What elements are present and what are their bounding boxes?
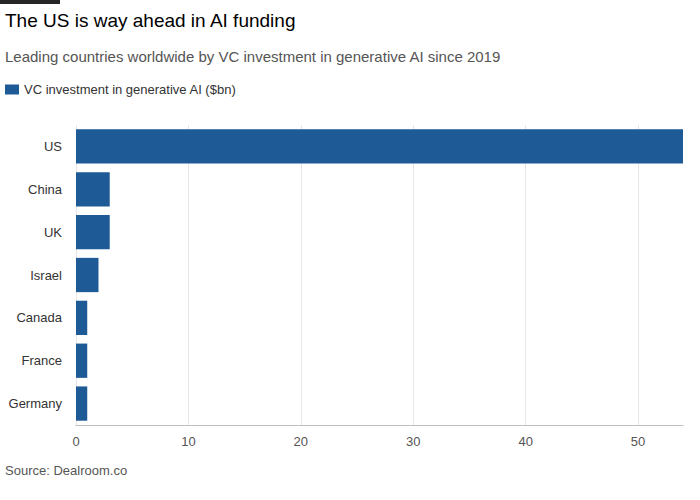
- svg-text:VC investment in generative AI: VC investment in generative AI ($bn): [24, 82, 236, 97]
- svg-text:The US is way ahead in AI fund: The US is way ahead in AI funding: [5, 10, 295, 31]
- svg-text:20: 20: [294, 434, 308, 449]
- svg-text:30: 30: [406, 434, 420, 449]
- svg-text:Canada: Canada: [16, 310, 62, 325]
- svg-text:Source: Dealroom.co: Source: Dealroom.co: [5, 463, 127, 478]
- svg-text:Leading countries worldwide by: Leading countries worldwide by VC invest…: [5, 48, 500, 65]
- svg-text:10: 10: [181, 434, 195, 449]
- svg-text:France: France: [22, 353, 62, 368]
- svg-text:50: 50: [631, 434, 645, 449]
- svg-text:China: China: [28, 182, 63, 197]
- svg-text:40: 40: [518, 434, 532, 449]
- svg-text:Israel: Israel: [30, 268, 62, 283]
- svg-text:Germany: Germany: [9, 396, 63, 411]
- svg-text:0: 0: [72, 434, 79, 449]
- svg-text:UK: UK: [44, 225, 62, 240]
- svg-text:US: US: [44, 139, 62, 154]
